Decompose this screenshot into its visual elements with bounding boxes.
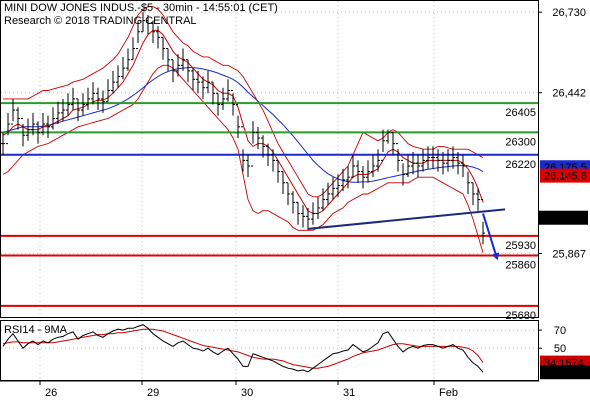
- value-tags: 26,175.526,145.625,995: [538, 160, 590, 225]
- y-tick-label: 26,730: [552, 7, 586, 19]
- rsi-value-tag-box: [540, 365, 590, 380]
- price-pane-frame: [0, 0, 539, 318]
- x-axis: 26 29 30 31 Feb: [39, 381, 458, 399]
- rsi-value-tag-label: 23.5843: [544, 367, 584, 379]
- chart-title: MINI DOW JONES INDUS.-$5 - 30min - 14:55…: [4, 2, 278, 14]
- level-label-26220: 26220: [505, 159, 536, 171]
- x-tick-label: 30: [241, 387, 253, 399]
- support-trendline: [307, 208, 506, 230]
- grid: [1, 1, 538, 380]
- y-tick-label: 25,867: [552, 249, 586, 261]
- bollinger-upper-line: [3, 6, 484, 198]
- y-tick-label: 26,442: [552, 88, 586, 100]
- x-tick-label: 31: [343, 387, 355, 399]
- level-label-26405: 26405: [505, 107, 536, 119]
- value-tag-box: [540, 168, 590, 183]
- x-tick-label: 26: [45, 387, 57, 399]
- x-tick-label: 29: [147, 387, 159, 399]
- rsi-tick-label: 70: [554, 325, 566, 337]
- rsi-ma-line: [2, 328, 484, 369]
- rsi-tick-label: 50: [554, 343, 566, 355]
- rsi-pane-label: RSI14 - 9MA: [4, 324, 68, 336]
- rsi-pane-frame: [0, 320, 539, 381]
- value-tag-box: [538, 210, 588, 225]
- chart-copyright: Research © 2018 TRADING CENTRAL: [4, 15, 197, 27]
- projection-arrow: [482, 213, 500, 261]
- x-tick-label: Feb: [439, 387, 458, 399]
- value-tag-label: 25,995: [542, 213, 576, 225]
- price-levels: 26405 26300 26220 25930 25860 25680: [1, 102, 538, 322]
- level-label-25930: 25930: [505, 240, 536, 252]
- annotations: [307, 208, 506, 261]
- price-y-axis: 26,730 26,442 25,867: [538, 7, 586, 261]
- level-label-25680: 25680: [505, 310, 536, 322]
- candlesticks: [1, 12, 485, 245]
- value-tag-label: 26,145.6: [544, 171, 587, 183]
- level-label-26300: 26300: [505, 136, 536, 148]
- level-label-25860: 25860: [505, 259, 536, 271]
- rsi-line: [2, 324, 484, 373]
